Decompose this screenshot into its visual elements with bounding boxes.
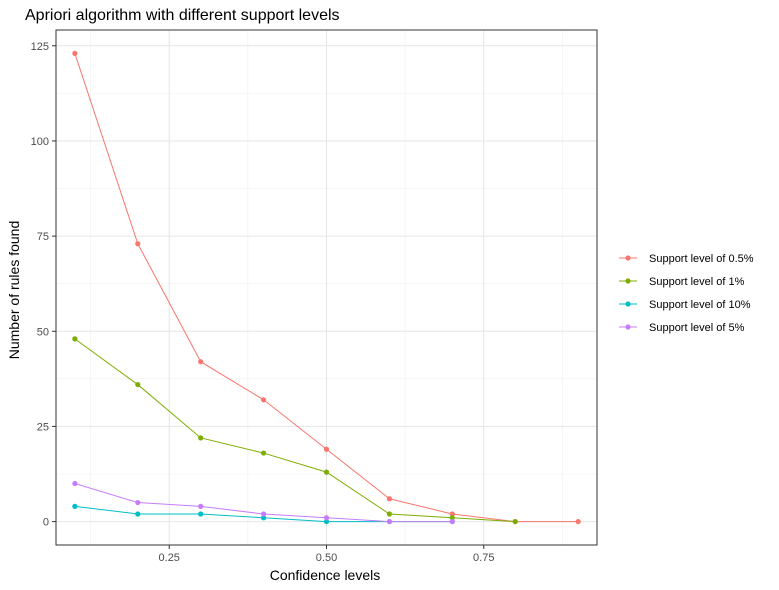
data-point <box>323 518 330 525</box>
x-tick-label: 0.25 <box>159 552 180 564</box>
legend-item: Support level of 10% <box>619 299 751 311</box>
legend-item: Support level of 5% <box>619 322 745 334</box>
y-tick-label: 75 <box>37 231 49 243</box>
y-tick-label: 125 <box>31 41 49 53</box>
data-point <box>198 435 204 441</box>
legend-label: Support level of 5% <box>649 322 745 334</box>
x-tick-label: 0.75 <box>473 552 494 564</box>
data-point <box>135 241 141 247</box>
data-point <box>198 511 204 517</box>
legend-item: Support level of 0.5% <box>619 253 754 265</box>
legend-label: Support level of 0.5% <box>649 253 754 265</box>
data-point <box>449 511 455 517</box>
legend-key-point <box>625 324 631 330</box>
data-point <box>72 503 78 509</box>
legend-label: Support level of 10% <box>649 299 751 311</box>
y-tick-label: 0 <box>43 517 49 529</box>
grid <box>56 30 597 545</box>
x-axis: 0.25 0.50 0.75 <box>159 545 494 564</box>
y-axis-title: Number of rules found <box>6 221 22 360</box>
series-points <box>72 50 581 525</box>
data-point <box>135 381 141 388</box>
data-point <box>72 480 78 487</box>
data-point <box>449 515 455 521</box>
legend-label: Support level of 1% <box>649 276 745 288</box>
y-tick-label: 25 <box>37 421 49 433</box>
data-point <box>72 336 78 342</box>
legend-key-point <box>625 255 631 261</box>
data-point <box>386 511 393 517</box>
data-point <box>135 499 141 506</box>
data-point <box>72 50 78 57</box>
data-point <box>449 518 455 525</box>
y-tick-label: 50 <box>37 326 49 338</box>
data-point <box>386 518 393 525</box>
data-point <box>260 515 267 521</box>
data-point <box>198 359 204 365</box>
series-line-1 <box>74 338 516 523</box>
data-point <box>198 503 204 509</box>
data-point <box>386 496 393 502</box>
legend: Support level of 0.5% Support level of 1%… <box>619 253 754 334</box>
data-point <box>323 469 330 475</box>
legend-item: Support level of 1% <box>619 276 745 288</box>
legend-key-point <box>625 278 631 284</box>
legend-key-point <box>625 301 631 307</box>
x-tick-label: 0.50 <box>316 552 337 564</box>
data-point <box>323 446 330 452</box>
y-axis: 0 25 50 75 100 125 <box>31 41 56 529</box>
data-point <box>135 511 141 517</box>
y-tick-label: 100 <box>31 136 49 148</box>
x-axis-title: Confidence levels <box>270 567 381 583</box>
data-point <box>575 518 581 525</box>
data-point <box>260 511 267 517</box>
data-point <box>260 397 267 403</box>
data-point <box>323 515 330 521</box>
data-point <box>260 450 267 456</box>
chart-title: Apriori algorithm with different support… <box>25 7 340 24</box>
data-point <box>512 518 518 525</box>
